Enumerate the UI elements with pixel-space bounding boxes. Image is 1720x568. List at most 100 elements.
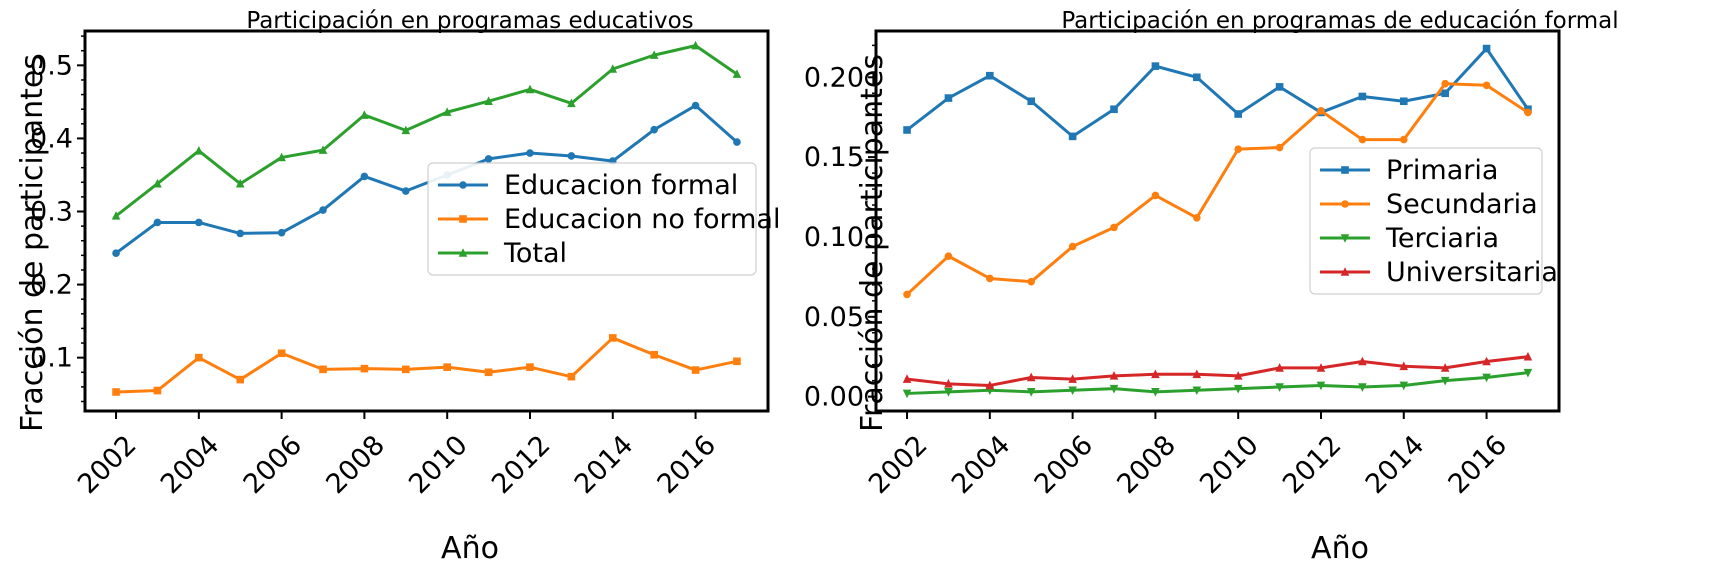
data-point [525,84,535,94]
x-axis-label: Año [441,531,499,566]
data-point [1068,242,1077,251]
series-2 [902,368,1533,399]
data-point [484,368,493,377]
x-axis-label: Año [1311,531,1369,566]
x-tick-label: 2010 [403,430,474,501]
legend-marker [1340,234,1350,243]
data-point [318,145,328,154]
data-point [1233,371,1243,380]
legend-box [427,162,757,276]
legend-label: Primaria [1386,155,1498,186]
x-tick-label: 2014 [569,430,640,501]
data-point [733,357,741,366]
x-tick-label: 2008 [320,430,391,501]
data-point [194,146,204,155]
data-point [732,69,742,78]
series-line [115,336,738,394]
y-axis-label: Fracción de participantes [15,54,50,432]
data-point [650,125,658,134]
data-point [153,386,162,395]
data-point [733,138,741,146]
legend-marker [459,181,467,189]
data-point [484,96,493,105]
data-point [1358,383,1367,392]
y-axis-label: Fracción de participantes [855,54,890,432]
legend-label: Educacion no formal [504,204,780,235]
legend-label: Total [503,238,567,269]
data-point [1193,214,1201,222]
chart-educational-programs: Participación en programas educativos Añ… [15,8,780,566]
x-tick-label: 2006 [1029,430,1100,501]
data-point [1399,381,1409,391]
y-tick-label: 0.10 [804,222,864,253]
data-point [1440,376,1450,386]
y-tick-label: 0.15 [804,142,864,173]
data-point [1027,97,1036,106]
legend-marker [458,248,468,257]
data-point [1151,191,1160,200]
data-point [650,350,658,359]
series-0 [903,44,1532,141]
axes-frame [874,29,1561,413]
data-point [1026,372,1036,382]
y-tick-label: 0.5 [30,50,73,81]
x-tick-label: 2004 [946,430,1017,501]
data-point [402,187,410,195]
data-point [944,94,953,102]
data-point [195,353,203,362]
data-point [319,206,327,214]
x-tick-label: 2002 [863,430,934,501]
data-point [567,98,576,108]
data-point [277,349,286,358]
y-tick-label: 0.3 [30,197,73,228]
legend-label: Terciaria [1385,223,1499,254]
y-tick-label: 0.2 [30,270,73,301]
data-point [691,101,700,110]
series-1 [112,334,741,396]
data-point [277,152,286,162]
data-point [1316,381,1326,391]
x-tick-label: 2012 [486,430,557,501]
data-point [195,218,203,227]
data-point [985,380,995,390]
data-point [1151,62,1160,70]
data-point [608,334,617,342]
y-tick-label: 0.00 [804,382,864,413]
y-tick-label: 0.05 [804,302,864,333]
data-point [1399,97,1408,106]
data-point [1275,83,1284,91]
data-point [1399,135,1408,144]
data-point [649,50,659,59]
legend-label: Educacion formal [504,170,738,201]
data-point [236,229,245,238]
data-point [153,178,162,188]
y-tick-label: 0.4 [30,123,73,154]
data-point [1151,388,1160,397]
data-point [1110,105,1118,114]
data-point [902,389,912,399]
data-point [526,363,534,371]
data-point [608,64,618,73]
data-point [1234,145,1242,153]
data-point [1482,81,1491,90]
data-point [277,228,286,237]
series-1 [903,79,1532,299]
data-point [235,178,245,188]
data-point [1027,277,1036,286]
x-tick-label: 2012 [1277,430,1348,501]
data-point [986,71,994,80]
series-line [906,82,1529,296]
series-line [115,44,738,218]
y-tick-label: 0.20 [804,62,864,93]
data-point [360,172,369,181]
data-point [1192,369,1202,379]
data-point [442,107,452,116]
data-point [1441,89,1449,98]
data-point [567,372,576,381]
y-tick-label: 0.1 [30,343,73,374]
legend-marker [1341,200,1349,208]
data-point [1233,384,1243,394]
